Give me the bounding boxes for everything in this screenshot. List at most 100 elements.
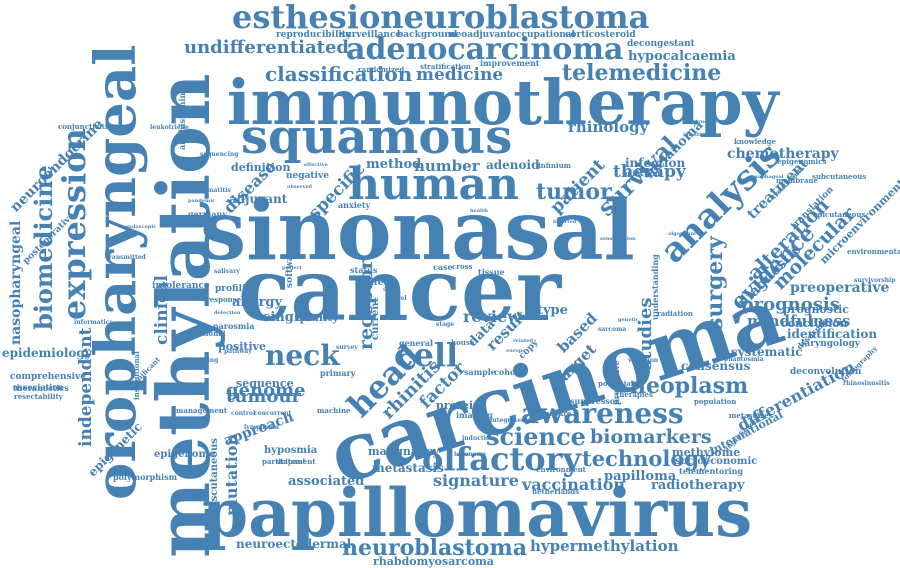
- word-infection: infection: [625, 156, 686, 170]
- word-informatics: informatics: [74, 319, 113, 326]
- word-effective: effective: [304, 162, 328, 168]
- word-infinium: infinium: [538, 161, 572, 170]
- word-variation: variation: [628, 357, 659, 364]
- word-surgery: surgery: [702, 236, 728, 330]
- word-nasopharyngeal: nasopharyngeal: [8, 220, 24, 345]
- word-single: single: [263, 310, 308, 325]
- word-identification: identification: [787, 327, 878, 341]
- word-subcutaneous: subcutaneous: [812, 172, 867, 181]
- word-sample: sample: [464, 367, 496, 377]
- word-theranostics: theranostics: [13, 383, 69, 393]
- word-conclusion: conclusion: [781, 317, 848, 330]
- word-technology: technology: [582, 446, 712, 471]
- word-improving: improving: [184, 357, 219, 364]
- word-immunotherapy: immunotherapy: [227, 66, 779, 139]
- word-stratification: stratification: [420, 62, 471, 71]
- word-socioeconomic: socioeconomic: [675, 456, 758, 467]
- word-integrated: integrated: [490, 417, 526, 424]
- word-chemotherapy: chemotherapy: [727, 146, 839, 162]
- word-therapy: therapy: [613, 162, 686, 182]
- word-therapies: therapies: [616, 390, 653, 399]
- word-science: science: [486, 422, 586, 451]
- word-epigenomics: epigenomics: [777, 157, 827, 166]
- word-neuroectodermal: neuroectodermal: [236, 537, 352, 551]
- word-neck: neck: [265, 339, 340, 372]
- word-allergy: allergy: [232, 295, 283, 310]
- word-radiation: radiation: [657, 309, 693, 318]
- word-neuroblastoma: neuroblastoma: [342, 535, 528, 561]
- word-rhinosinusitis: rhinosinusitis: [843, 380, 890, 387]
- word-method: method: [366, 157, 422, 172]
- word-level: level: [391, 295, 407, 302]
- word-sarcoma: sarcoma: [598, 326, 627, 333]
- word-suppressor: suppressor: [570, 396, 620, 406]
- word-consensus: consensus: [681, 359, 751, 373]
- word-exposure: exposure: [536, 409, 572, 418]
- word-care: care: [383, 286, 398, 293]
- word-health: health: [470, 208, 488, 214]
- word-resectability: resectability: [14, 392, 63, 401]
- word-observed: observed: [287, 184, 313, 190]
- word-negative: negative: [286, 171, 329, 181]
- word-cell: cell: [394, 336, 459, 374]
- word-potential: potential: [598, 379, 634, 388]
- word-current: current: [370, 297, 381, 340]
- word-taxonomy: taxonomy: [454, 451, 487, 458]
- word-response: response: [206, 295, 242, 304]
- word-hypocalcaemia: hypocalcaemia: [628, 49, 736, 64]
- word-positive: positive: [218, 340, 267, 353]
- word-prognosis: prognosis: [741, 294, 840, 315]
- word-neoadjuvant: neoadjuvant: [449, 30, 511, 40]
- word-genetic: genetic: [618, 317, 639, 323]
- word-tumour: tumour: [226, 386, 302, 407]
- word-mindfulness: mindfulness: [747, 312, 851, 330]
- word-prognostic: prognostic: [783, 303, 849, 316]
- word-dermatitis: dermatitis: [196, 187, 231, 194]
- word-primary: primary: [320, 368, 356, 378]
- word-survivorship: survivorship: [854, 277, 896, 284]
- word-improvement: improvement: [480, 58, 540, 68]
- word-telemedicine: telemedicine: [562, 60, 722, 86]
- word-intolerance: intolerance: [152, 281, 210, 291]
- word-reproducibility: reproducibility: [276, 30, 352, 40]
- word-induction: induction: [462, 435, 495, 442]
- word-obstructive: obstructive: [686, 119, 718, 125]
- word-cancer: cancer: [238, 240, 562, 341]
- word-hyposmia: hyposmia: [264, 445, 318, 456]
- word-population: population: [694, 397, 737, 406]
- word-preoperative: preoperative: [790, 280, 890, 296]
- word-conjunctivitis: conjunctivitis: [58, 122, 112, 131]
- word-sensitization: sensitization: [600, 236, 636, 242]
- word-inverted: inverted: [553, 219, 577, 225]
- word-squamous: squamous: [241, 109, 513, 165]
- word-papilloma: papilloma: [604, 469, 677, 484]
- word-undifferentiated: undifferentiated: [184, 37, 350, 58]
- word-pandemic: pandemic: [188, 198, 216, 204]
- word-olfactory: olfactory: [422, 440, 582, 478]
- word-occupational: occupational: [510, 30, 576, 40]
- word-background: background: [397, 30, 458, 40]
- word-number: number: [414, 157, 480, 175]
- word-sinonasal: sinonasal: [200, 183, 635, 279]
- word-adjuvant: adjuvant: [229, 192, 288, 206]
- word-leukotriene: leukotriene: [150, 124, 189, 131]
- word-cross: cross: [452, 262, 473, 271]
- word-profiling: profiling: [215, 284, 259, 294]
- word-management: management: [176, 406, 228, 415]
- word-neoplasm: neoplasm: [630, 373, 749, 399]
- word-case: case: [433, 262, 453, 272]
- word-rhinology: rhinology: [568, 118, 649, 136]
- word-parosmia: parosmia: [213, 321, 255, 331]
- word-human: human: [348, 159, 520, 210]
- word-signature: signature: [433, 471, 519, 490]
- word-medicine: medicine: [416, 65, 504, 85]
- word-decongestant: decongestant: [627, 39, 695, 49]
- word-concurrent: concurrent: [254, 410, 292, 417]
- word-protein: protein: [436, 399, 482, 412]
- word-cohort: cohort: [494, 367, 524, 377]
- word-type: type: [537, 303, 568, 318]
- word-tissue: tissue: [478, 267, 505, 277]
- word-adenoid: adenoid: [486, 158, 540, 172]
- word-radiotherapy: radiotherapy: [651, 478, 745, 493]
- word-intestinal: intestinal: [683, 132, 710, 138]
